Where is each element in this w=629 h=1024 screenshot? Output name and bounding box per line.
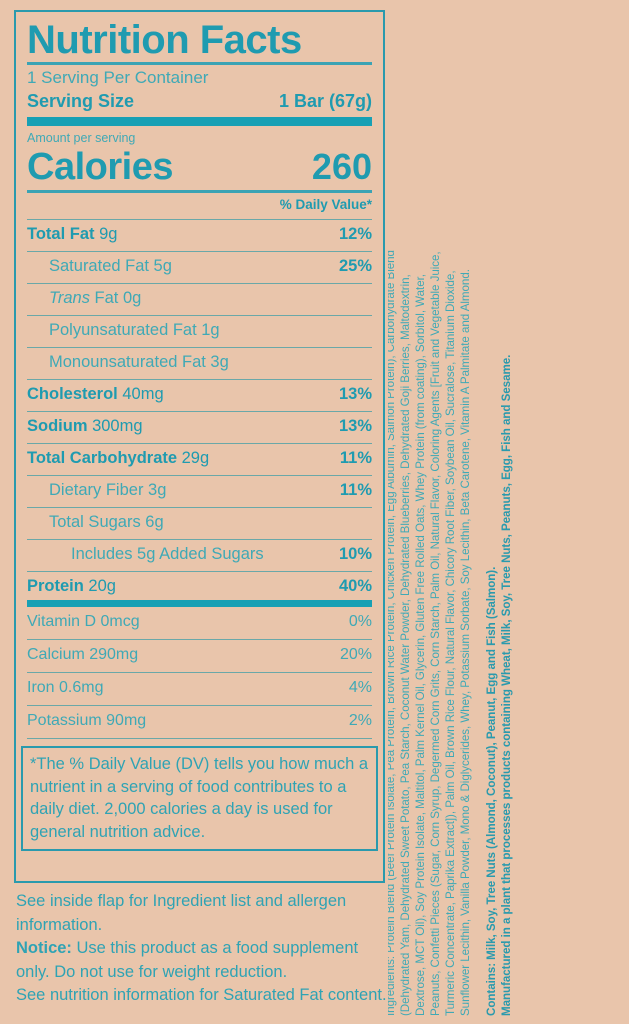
notice-text: Use this product as a food supplement on… [16,939,359,981]
nutrient-name: Dietary Fiber 3g [49,481,167,499]
nutrient-daily-value: 11% [339,449,372,467]
daily-value-header: % Daily Value* [279,197,372,212]
ingredient-line: (Dehydrated Yam, Dehydrated Sweet Potato… [399,274,412,1016]
nutrient-row: Saturated Fat 5g 25% [27,252,372,280]
nutrient-daily-value: 40% [338,577,372,595]
nutrient-name: Monounsaturated Fat 3g [49,353,229,371]
amount-per-serving-label: Amount per serving [27,131,136,145]
micronutrient-daily-value: 2% [348,712,372,729]
nutrient-rows: Total Fat 9g 12% Saturated Fat 5g 25% Trans … [27,219,372,600]
nutrient-name: Cholesterol 40mg [27,385,164,403]
row-divider [27,705,372,706]
row-divider [27,283,372,284]
micronutrient-row: Potassium 90mg 2% [27,706,372,735]
nutrient-row: Cholesterol 40mg 13% [27,380,372,408]
nutrition-facts-box: Nutrition Facts 1 Serving Per Container … [14,10,385,883]
nutrient-daily-value: 10% [338,545,372,563]
nutrient-row: Total Fat 9g 12% [27,220,372,248]
calories-value: 260 [311,146,372,187]
ingredient-line: Ingredients: Protein Blend (Beef Protein… [388,250,397,1016]
row-divider [27,639,372,640]
ingredient-line: Dextrose, MCT Oil), Soy Protein Isolate,… [414,274,427,1016]
row-divider [27,315,372,316]
servings-per-container: 1 Serving Per Container [27,68,209,87]
inside-flap-note: See inside flap for Ingredient list and … [16,892,347,934]
micronutrient-row: Iron 0.6mg 4% [27,673,372,702]
nutrition-facts-panel: Nutrition Facts 1 Serving Per Container … [14,10,388,1008]
page-title: Nutrition Facts [27,18,302,62]
micronutrient-name: Calcium 290mg [27,646,139,663]
nutrient-row: Sodium 300mg 13% [27,412,372,440]
notice-label: Notice: [16,939,72,957]
notice-note: Notice: Use this product as a food suppl… [16,937,388,984]
nutrient-daily-value: 12% [338,225,372,243]
row-divider [27,347,372,348]
micronutrient-daily-value: 20% [339,646,372,663]
ingredient-line: Peanuts, Confetti Pieces (Sugar, Corn Sy… [429,251,442,1016]
micronutrient-name: Iron 0.6mg [27,679,104,696]
nutrient-daily-value: 13% [338,417,372,435]
row-divider [27,507,372,508]
ingredient-line: Sunflower Lecithin, Vanilla Powder, Mono… [459,269,472,1016]
nutrient-row: Protein 20g 40% [27,572,372,600]
serving-size-label: Serving Size [27,91,135,111]
micronutrient-row: Vitamin D 0mcg 0% [27,607,372,636]
row-divider [27,475,372,476]
serving-size-value: 1 Bar (67g) [278,91,372,111]
ingredient-line: Contains: Milk, Soy, Tree Nuts (Almond, … [485,566,498,1016]
row-divider [27,738,372,739]
divider-thick-bottom [27,600,372,607]
nutrient-daily-value: 13% [338,385,372,403]
nutrient-row: Trans Fat 0g [27,284,372,312]
daily-value-footnote: *The % Daily Value (DV) tells you how mu… [21,746,378,851]
divider-under-calories [27,190,372,193]
nutrient-name: Total Fat 9g [27,225,118,243]
bottom-notes: See inside flap for Ingredient list and … [16,890,388,1008]
micronutrient-daily-value: 0% [348,613,372,630]
divider-under-title [27,62,372,65]
nutrient-row: Includes 5g Added Sugars 10% [27,540,372,568]
row-divider [27,539,372,540]
nutrient-name: Total Carbohydrate 29g [27,449,210,467]
nutrient-row: Total Sugars 6g [27,508,372,536]
micronutrient-row: Calcium 290mg 20% [27,640,372,669]
nutrient-name: Sodium 300mg [27,417,143,435]
nutrient-row: Total Carbohydrate 29g 11% [27,444,372,472]
micronutrient-name: Vitamin D 0mcg [27,613,140,630]
nutrient-daily-value: 25% [338,257,372,275]
row-divider [27,251,372,252]
divider-thick-top [27,117,372,126]
row-divider [27,411,372,412]
calories-label: Calories [27,146,173,188]
nutrient-row: Monounsaturated Fat 3g [27,348,372,376]
ingredient-line: Manufactured in a plant that processes p… [500,354,513,1016]
nutrient-daily-value: 11% [339,481,372,499]
micronutrient-rows: Vitamin D 0mcg 0% Calcium 290mg 20% Iron 0.6… [27,607,372,739]
micronutrient-daily-value: 4% [348,679,372,696]
serving-size-row: Serving Size 1 Bar (67g) [27,89,372,117]
nutrient-name: Saturated Fat 5g [49,257,172,275]
row-divider [27,379,372,380]
nutrient-name: Polyunsaturated Fat 1g [49,321,220,339]
nutrient-name: Protein 20g [27,577,116,595]
nutrient-name: Includes 5g Added Sugars [71,545,264,563]
ingredient-line: Turmeric Concentrate, Paprika Extract]),… [444,270,457,1017]
ingredients-panel: Ingredients: Protein Blend (Beef Protein… [388,0,629,1024]
row-divider [27,219,372,220]
saturated-fat-note: See nutrition information for Saturated … [16,986,387,1004]
calories-row: Calories 260 [27,146,372,190]
row-divider [27,443,372,444]
row-divider [27,571,372,572]
nutrient-row: Polyunsaturated Fat 1g [27,316,372,344]
nutrient-row: Dietary Fiber 3g 11% [27,476,372,504]
nutrient-name: Total Sugars 6g [49,513,164,531]
nutrient-name: Trans Fat 0g [49,289,142,307]
row-divider [27,672,372,673]
micronutrient-name: Potassium 90mg [27,712,147,729]
